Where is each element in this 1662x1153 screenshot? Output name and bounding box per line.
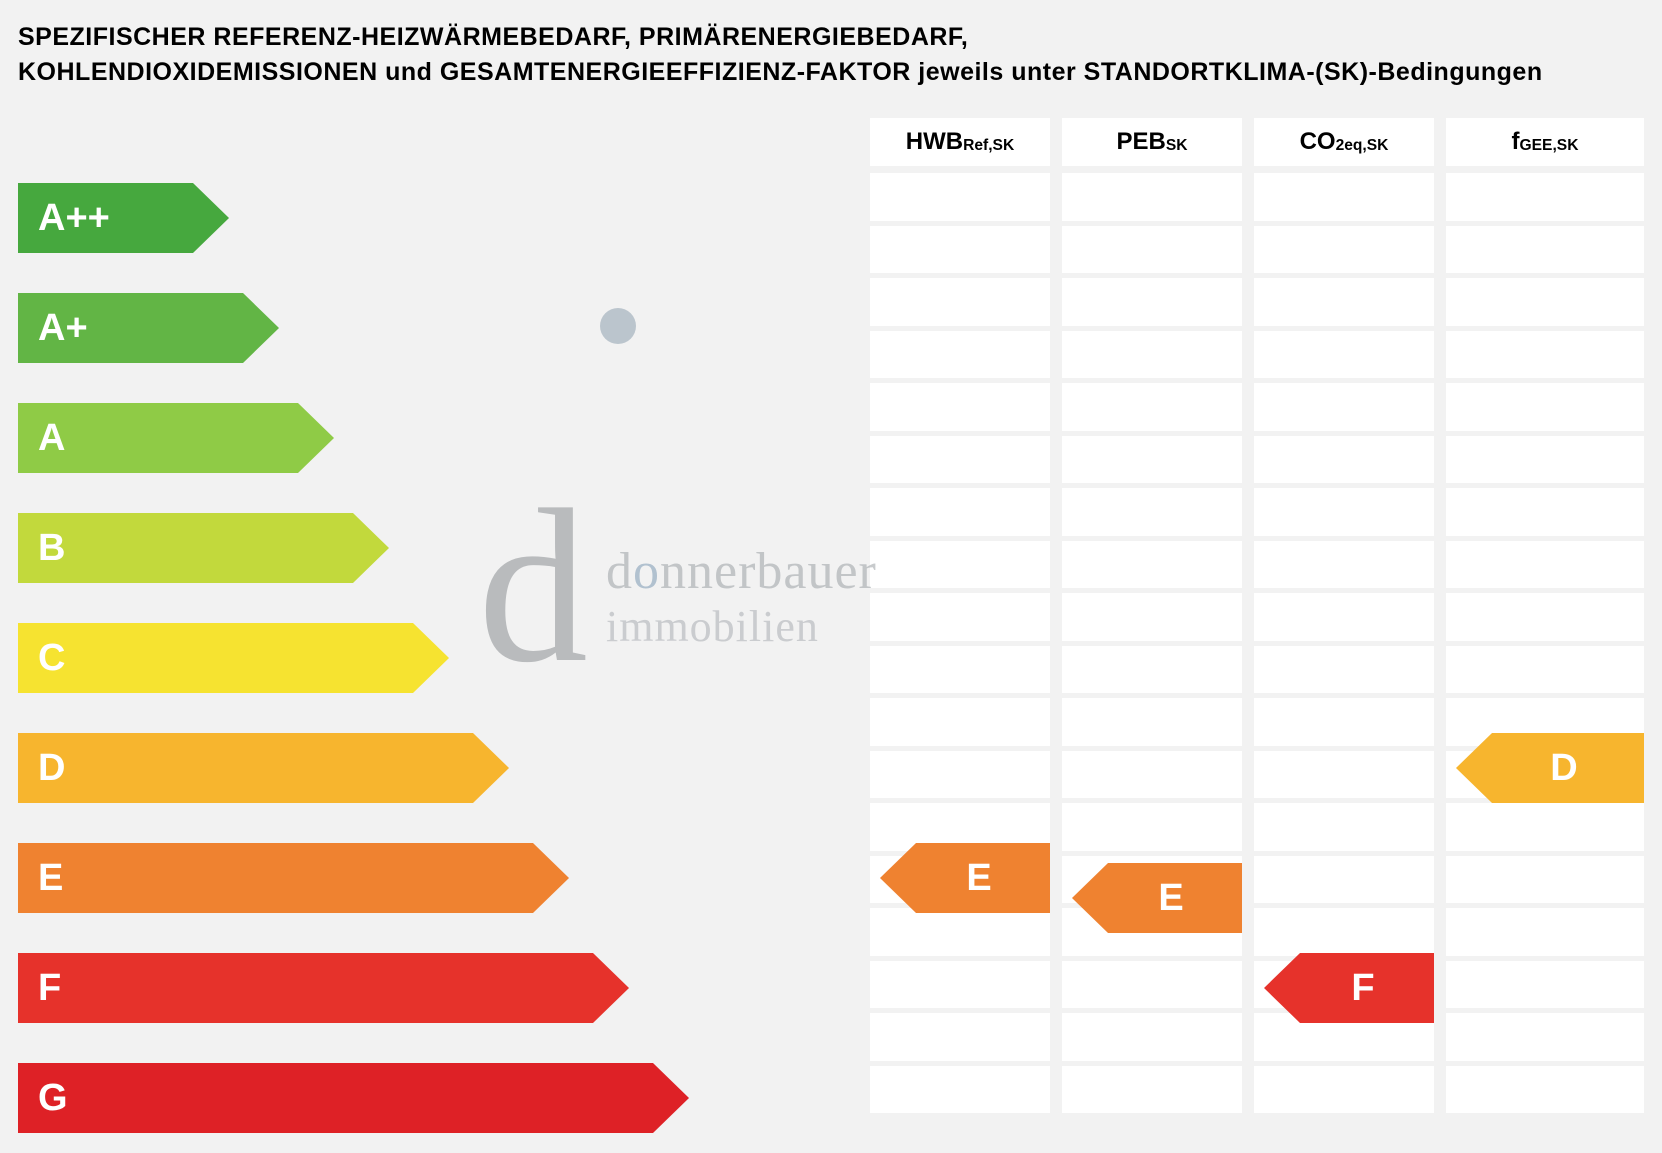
class-arrow-F: F [18, 953, 629, 1023]
class-row-Aplusplus: A++ [18, 173, 1644, 273]
class-arrow-B: B [18, 513, 389, 583]
title-line-2: KOHLENDIOXIDEMISSIONEN und GESAMTENERGIE… [18, 58, 1543, 86]
arrow-tip-icon [413, 623, 449, 693]
arrow-tip-icon [593, 953, 629, 1023]
energy-certificate-chart: SPEZIFISCHER REFERENZ-HEIZWÄRMEBEDARF, P… [0, 0, 1662, 1125]
class-arrow-label: F [18, 953, 593, 1023]
rating-arrow-label: E [1108, 863, 1242, 933]
arrow-tip-icon [1456, 733, 1492, 803]
class-arrow-Aplusplus: A++ [18, 183, 229, 253]
class-arrow-label: D [18, 733, 473, 803]
class-arrow-label: A++ [18, 183, 193, 253]
class-arrow-label: B [18, 513, 353, 583]
arrow-tip-icon [353, 513, 389, 583]
arrow-tip-icon [193, 183, 229, 253]
class-row-Aplus: A+ [18, 283, 1644, 383]
arrow-tip-icon [298, 403, 334, 473]
chart-title: SPEZIFISCHER REFERENZ-HEIZWÄRMEBEDARF, P… [18, 20, 1644, 90]
title-line-1: SPEZIFISCHER REFERENZ-HEIZWÄRMEBEDARF, P… [18, 23, 968, 51]
class-row-E: E [18, 833, 1644, 933]
column-header-fgee: f GEE,SK [1446, 118, 1644, 166]
class-arrow-G: G [18, 1063, 689, 1133]
class-arrow-D: D [18, 733, 509, 803]
class-arrow-label: A [18, 403, 298, 473]
class-arrow-Aplus: A+ [18, 293, 279, 363]
rating-arrow-co2: F [1264, 953, 1434, 1023]
rating-arrow-label: D [1492, 733, 1644, 803]
rating-arrow-label: F [1300, 953, 1434, 1023]
class-arrow-label: A+ [18, 293, 243, 363]
class-row-A: A [18, 393, 1644, 493]
class-arrow-label: E [18, 843, 533, 913]
arrow-tip-icon [653, 1063, 689, 1133]
arrow-tip-icon [533, 843, 569, 913]
column-header-co2: CO 2eq,SK [1254, 118, 1434, 166]
arrow-tip-icon [243, 293, 279, 363]
arrow-tip-icon [473, 733, 509, 803]
arrow-tip-icon [1072, 863, 1108, 933]
class-arrow-label: C [18, 623, 413, 693]
column-header-hwb: HWB Ref,SK [870, 118, 1050, 166]
class-row-C: C [18, 613, 1644, 713]
class-arrow-E: E [18, 843, 569, 913]
class-arrow-label: G [18, 1063, 653, 1133]
class-row-D: D [18, 723, 1644, 823]
class-row-G: G [18, 1053, 1644, 1153]
class-arrow-A: A [18, 403, 334, 473]
rating-arrow-label: E [916, 843, 1050, 913]
column-header-peb: PEB SK [1062, 118, 1242, 166]
arrow-tip-icon [1264, 953, 1300, 1023]
arrow-tip-icon [880, 843, 916, 913]
chart-area: HWB Ref,SKPEB SKCO 2eq,SKf GEE,SK A++ A+ A… [18, 118, 1644, 1153]
rating-arrow-fgee: D [1456, 733, 1644, 803]
class-row-B: B [18, 503, 1644, 603]
class-arrow-C: C [18, 623, 449, 693]
rating-arrow-peb: E [1072, 863, 1242, 933]
rating-arrow-hwb: E [880, 843, 1050, 913]
